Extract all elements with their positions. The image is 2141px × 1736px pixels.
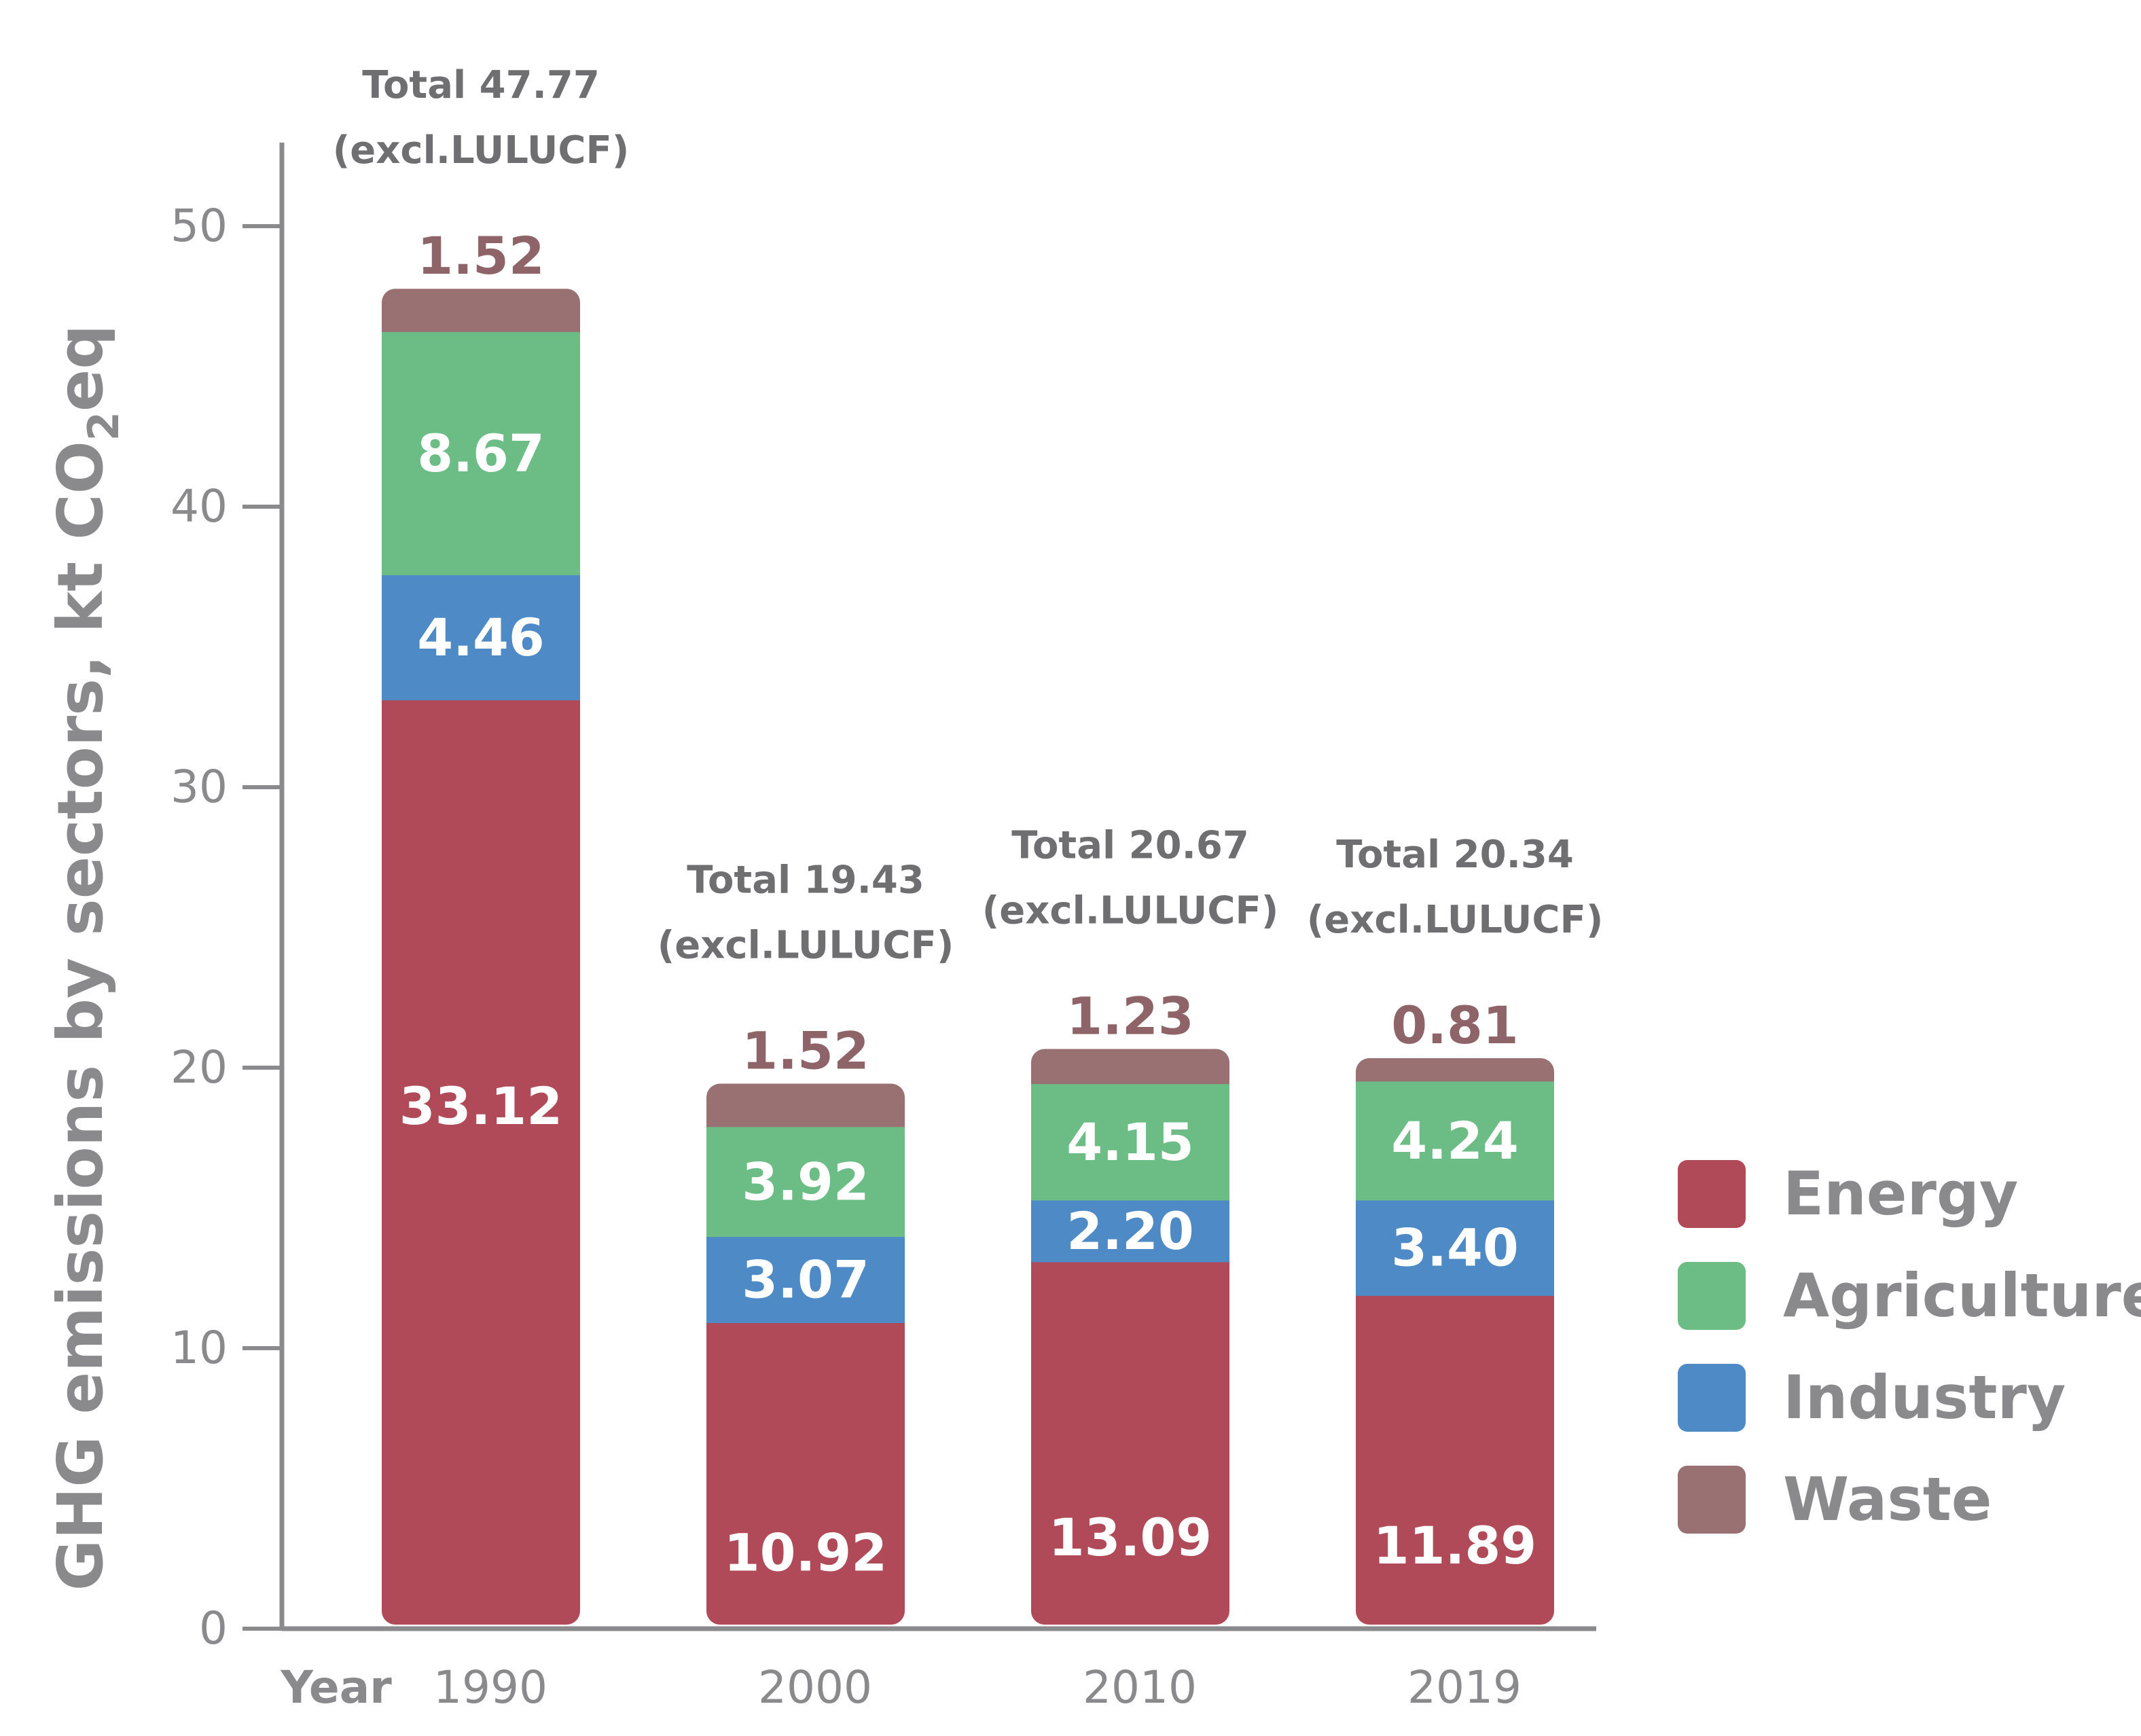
bar-stack-2000 xyxy=(706,1083,905,1625)
data-label-energy-2019: 11.89 xyxy=(1373,1515,1536,1576)
data-label-waste-2019: 0.81 xyxy=(1391,995,1519,1055)
legend: Energy Agriculture Industry Waste xyxy=(1678,1159,2141,1534)
total-label-1990: Total 47.77 xyxy=(362,63,600,107)
total-label-2000: Total 19.43 xyxy=(687,858,924,903)
bar-waste-2019 xyxy=(1356,1057,1554,1082)
total-label-2010: Total 20.67 xyxy=(1011,823,1249,867)
legend-swatch-waste xyxy=(1678,1466,1746,1534)
data-label-waste-2000: 1.52 xyxy=(742,1021,869,1081)
bar-stack-1990 xyxy=(382,289,580,1625)
axes: 0 10 20 30 40 50 Year 1990 2000 2010 2019 xyxy=(170,143,1596,1714)
bar-industry-2019 xyxy=(1356,1199,1554,1296)
total-label-2019: Total 20.34 xyxy=(1336,833,1574,877)
legend-label-energy: Energy xyxy=(1783,1159,2018,1229)
data-label-agriculture-2010: 4.15 xyxy=(1066,1112,1194,1172)
bar-energy-2000 xyxy=(706,1322,905,1625)
y-tick-label: 10 xyxy=(170,1322,228,1374)
bar-industry-2000 xyxy=(706,1236,905,1324)
data-label-agriculture-2000: 3.92 xyxy=(742,1151,869,1212)
legend-label-waste: Waste xyxy=(1783,1464,1992,1534)
data-label-agriculture-2019: 4.24 xyxy=(1391,1110,1519,1171)
x-tick-label: 1990 xyxy=(433,1661,547,1714)
total-sublabel-2010: (excl.LULUCF) xyxy=(982,888,1279,933)
bar-waste-1990 xyxy=(382,289,580,332)
x-tick-label: 2010 xyxy=(1083,1661,1197,1714)
total-sublabel-2019: (excl.LULUCF) xyxy=(1307,898,1604,942)
data-label-energy-1990: 33.12 xyxy=(399,1076,562,1136)
y-tick-label: 50 xyxy=(170,200,228,252)
data-label-industry-2019: 3.40 xyxy=(1391,1218,1519,1278)
data-label-industry-2000: 3.07 xyxy=(742,1250,869,1310)
legend-swatch-industry xyxy=(1678,1364,1746,1432)
bar-energy-2010 xyxy=(1031,1261,1229,1625)
data-label-industry-2010: 2.20 xyxy=(1066,1201,1194,1261)
bar-agriculture-2000 xyxy=(706,1126,905,1237)
y-tick-label: 40 xyxy=(170,480,228,532)
bar-agriculture-2010 xyxy=(1031,1083,1229,1201)
data-label-energy-2010: 13.09 xyxy=(1049,1507,1212,1568)
total-sublabel-1990: (excl.LULUCF) xyxy=(333,128,630,173)
legend-swatch-agriculture xyxy=(1678,1262,1746,1330)
x-axis-label: Year xyxy=(280,1661,392,1714)
bar-waste-2010 xyxy=(1031,1049,1229,1085)
bar-agriculture-1990 xyxy=(382,331,580,575)
bar-labels: 33.12 4.46 8.67 1.52 Total 47.77 (excl.LULUCF… xyxy=(333,63,1604,1583)
bar-stack-2019 xyxy=(1356,1057,1554,1625)
y-tick-label: 0 xyxy=(199,1602,228,1654)
legend-label-industry: Industry xyxy=(1783,1362,2066,1432)
data-label-industry-1990: 4.46 xyxy=(417,607,545,668)
data-label-agriculture-1990: 8.67 xyxy=(417,423,545,484)
x-tick-label: 2019 xyxy=(1407,1661,1522,1714)
data-label-waste-2010: 1.23 xyxy=(1066,985,1194,1046)
bar-energy-2019 xyxy=(1356,1295,1554,1625)
x-tick-label: 2000 xyxy=(758,1661,872,1714)
bar-industry-2010 xyxy=(1031,1199,1229,1263)
bar-industry-1990 xyxy=(382,574,580,701)
bar-energy-1990 xyxy=(382,700,580,1625)
y-tick-label: 20 xyxy=(170,1041,228,1093)
y-axis-label: GHG emissions by sectors, kt CO2eq xyxy=(44,325,128,1591)
bars xyxy=(382,289,1554,1625)
legend-label-agriculture: Agriculture xyxy=(1783,1261,2141,1331)
bar-waste-2000 xyxy=(706,1083,905,1127)
data-label-waste-1990: 1.52 xyxy=(417,225,545,286)
total-sublabel-2000: (excl.LULUCF) xyxy=(658,924,954,968)
legend-swatch-energy xyxy=(1678,1160,1746,1228)
data-label-energy-2000: 10.92 xyxy=(724,1522,887,1583)
y-tick-label: 30 xyxy=(170,761,228,813)
bar-stack-2010 xyxy=(1031,1049,1229,1625)
bar-agriculture-2019 xyxy=(1356,1081,1554,1201)
